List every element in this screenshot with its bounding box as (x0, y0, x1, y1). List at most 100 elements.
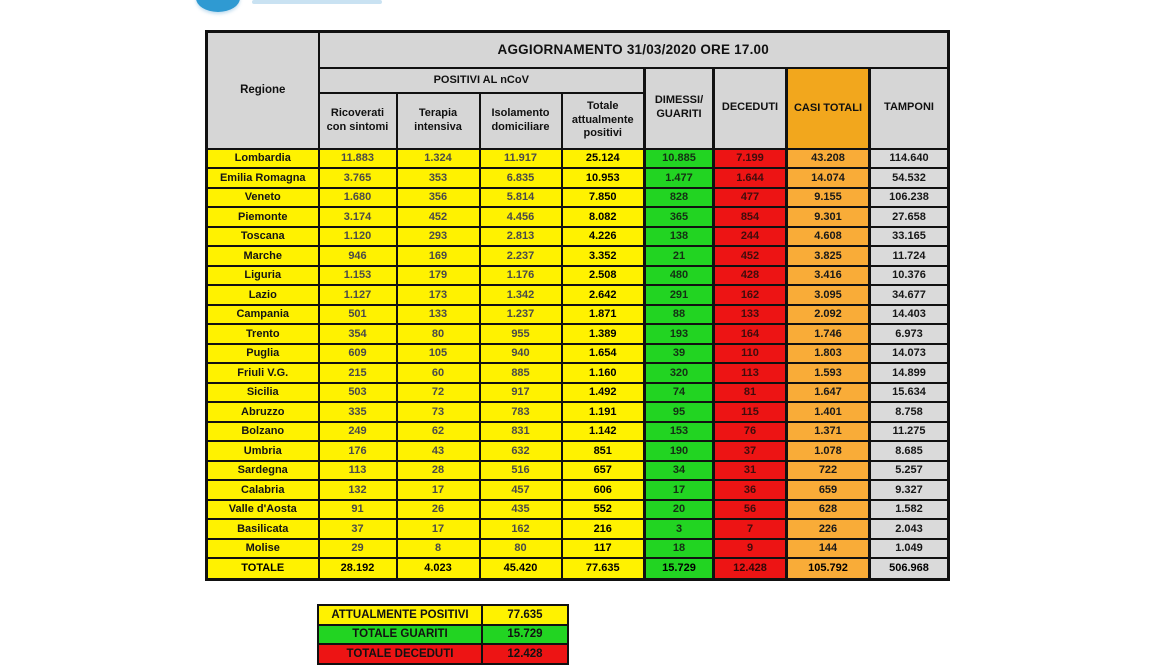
cell-tamponi: 106.238 (868, 186, 950, 208)
region-column-header: Regione (205, 30, 320, 150)
cell-terapia-intensiva: 179 (395, 264, 481, 286)
cell-dimessi-guariti: 3 (643, 518, 715, 540)
cell-casi-totali: 43.208 (785, 147, 871, 169)
cell-totale-positivi: 1.871 (560, 303, 646, 325)
cell-deceduti: 31 (712, 459, 788, 481)
cell-dimessi-guariti: 365 (643, 206, 715, 228)
region-cell: Sardegna (205, 459, 320, 481)
cell-casi-totali: 1.647 (785, 381, 871, 403)
cell-casi-totali: 1.371 (785, 420, 871, 442)
region-cell: Umbria (205, 440, 320, 462)
cell-deceduti: 1.644 (712, 167, 788, 189)
cell-ricoverati: 1.127 (317, 284, 398, 306)
cell-deceduti: 452 (712, 245, 788, 267)
cell-totale-positivi: 4.226 (560, 225, 646, 247)
summary-row: ATTUALMENTE POSITIVI 77.635 (317, 604, 569, 626)
cell-ricoverati: 354 (317, 323, 398, 345)
table-row: Umbria 176 43 632 851 190 37 1.078 8.685 (205, 440, 950, 462)
cell-casi-totali: 226 (785, 518, 871, 540)
cell-dimessi-guariti: 193 (643, 323, 715, 345)
table-row: Trento 354 80 955 1.389 193 164 1.746 6.973 (205, 323, 950, 345)
region-cell: Friuli V.G. (205, 362, 320, 384)
summary-row: TOTALE GUARITI 15.729 (317, 623, 569, 645)
region-cell: TOTALE (205, 557, 320, 580)
cell-ricoverati: 503 (317, 381, 398, 403)
region-cell: Bolzano (205, 420, 320, 442)
cell-casi-totali: 1.078 (785, 440, 871, 462)
cell-casi-totali: 1.593 (785, 362, 871, 384)
cell-isolamento: 1.237 (478, 303, 563, 325)
total-row: TOTALE 28.192 4.023 45.420 77.635 15.729 12.42… (205, 557, 950, 580)
cell-tamponi: 6.973 (868, 323, 950, 345)
cell-dimessi-guariti: 138 (643, 225, 715, 247)
cell-totale-positivi: 1.160 (560, 362, 646, 384)
region-cell: Puglia (205, 342, 320, 364)
cell-isolamento: 955 (478, 323, 563, 345)
cell-totale-positivi: 216 (560, 518, 646, 540)
region-cell: Calabria (205, 479, 320, 501)
summary-label: TOTALE DECEDUTI (317, 643, 483, 665)
main-table: Regione AGGIORNAMENTO 31/03/2020 ORE 17.… (205, 30, 950, 581)
cell-terapia-intensiva: 72 (395, 381, 481, 403)
table-row: Basilicata 37 17 162 216 3 7 226 2.043 (205, 518, 950, 540)
cell-deceduti: 477 (712, 186, 788, 208)
cell-tamponi: 14.073 (868, 342, 950, 364)
cell-tamponi: 1.582 (868, 498, 950, 520)
cell-totale-positivi: 10.953 (560, 167, 646, 189)
cell-ricoverati: 1.680 (317, 186, 398, 208)
cell-isolamento: 80 (478, 537, 563, 559)
cell-dimessi-guariti: 34 (643, 459, 715, 481)
cell-terapia-intensiva: 73 (395, 401, 481, 423)
cell-tamponi: 9.327 (868, 479, 950, 501)
table-row: Valle d'Aosta 91 26 435 552 20 56 628 1.582 (205, 498, 950, 520)
cell-terapia-intensiva: 452 (395, 206, 481, 228)
cell-terapia-intensiva: 356 (395, 186, 481, 208)
summary-label: ATTUALMENTE POSITIVI (317, 604, 483, 626)
summary-table-container: ATTUALMENTE POSITIVI 77.635 TOTALE GUARITI… (317, 604, 569, 665)
region-cell: Veneto (205, 186, 320, 208)
cell-deceduti: 12.428 (712, 557, 788, 580)
cell-deceduti: 7.199 (712, 147, 788, 169)
summary-table: ATTUALMENTE POSITIVI 77.635 TOTALE GUARITI… (317, 604, 569, 665)
cell-terapia-intensiva: 62 (395, 420, 481, 442)
table-row: Marche 946 169 2.237 3.352 21 452 3.825 11.724 (205, 245, 950, 267)
cell-ricoverati: 132 (317, 479, 398, 501)
cell-dimessi-guariti: 95 (643, 401, 715, 423)
column-header-isolamento: Isolamento domiciliare (478, 91, 563, 150)
cell-ricoverati: 29 (317, 537, 398, 559)
cell-totale-positivi: 8.082 (560, 206, 646, 228)
cell-ricoverati: 1.153 (317, 264, 398, 286)
cell-dimessi-guariti: 320 (643, 362, 715, 384)
cell-totale-positivi: 1.191 (560, 401, 646, 423)
cell-deceduti: 162 (712, 284, 788, 306)
cell-dimessi-guariti: 21 (643, 245, 715, 267)
cell-terapia-intensiva: 28 (395, 459, 481, 481)
region-cell: Trento (205, 323, 320, 345)
cell-tamponi: 11.275 (868, 420, 950, 442)
covid-regional-table-container: Regione AGGIORNAMENTO 31/03/2020 ORE 17.… (205, 30, 950, 581)
region-cell: Liguria (205, 264, 320, 286)
cell-isolamento: 11.917 (478, 147, 563, 169)
cell-isolamento: 783 (478, 401, 563, 423)
column-header-totale-positivi: Totale attualmente positivi (560, 91, 646, 150)
column-header-ricoverati: Ricoverati con sintomi (317, 91, 398, 150)
cell-terapia-intensiva: 8 (395, 537, 481, 559)
cell-tamponi: 10.376 (868, 264, 950, 286)
cell-totale-positivi: 1.492 (560, 381, 646, 403)
sub-header-row: Ricoverati con sintomi Terapia intensiva… (207, 91, 949, 150)
cell-casi-totali: 9.301 (785, 206, 871, 228)
cell-deceduti: 115 (712, 401, 788, 423)
cell-casi-totali: 1.401 (785, 401, 871, 423)
cell-tamponi: 8.685 (868, 440, 950, 462)
cell-totale-positivi: 606 (560, 479, 646, 501)
cell-casi-totali: 4.608 (785, 225, 871, 247)
cell-terapia-intensiva: 353 (395, 167, 481, 189)
cell-dimessi-guariti: 20 (643, 498, 715, 520)
cell-terapia-intensiva: 80 (395, 323, 481, 345)
cell-casi-totali: 105.792 (785, 557, 871, 580)
cell-casi-totali: 3.095 (785, 284, 871, 306)
cell-tamponi: 34.677 (868, 284, 950, 306)
region-cell: Lazio (205, 284, 320, 306)
cell-ricoverati: 91 (317, 498, 398, 520)
region-cell: Valle d'Aosta (205, 498, 320, 520)
